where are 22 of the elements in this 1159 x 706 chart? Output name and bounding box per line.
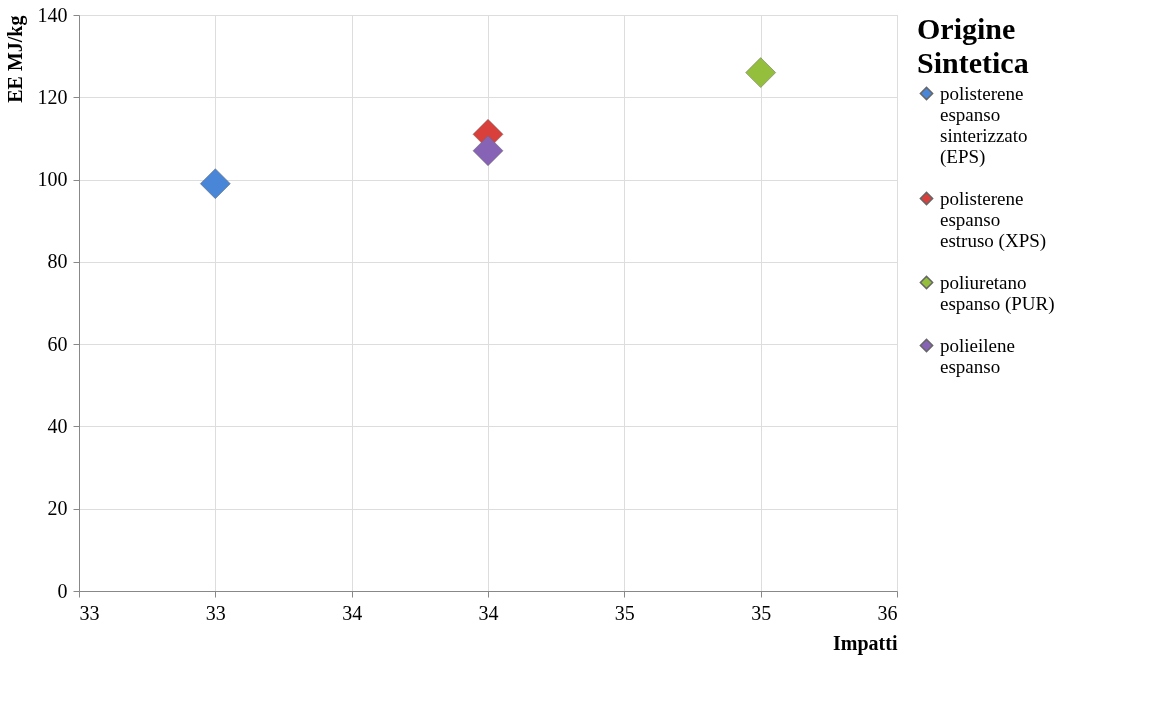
- x-tick-label: 35: [751, 601, 772, 624]
- y-tick-label: 0: [57, 579, 68, 602]
- y-tick-label: 80: [47, 250, 68, 273]
- legend-label: polisterene espanso estruso (XPS): [940, 187, 1047, 252]
- y-axis-title: EE MJ/kg: [3, 15, 27, 103]
- legend-label: poliuretano espanso (PUR): [940, 271, 1055, 315]
- legend-label: polisterene espanso sinterizzato (EPS): [940, 82, 1028, 168]
- y-tick-label: 140: [37, 3, 68, 26]
- x-tick-label: 34: [342, 601, 363, 624]
- y-tick-label: 40: [47, 414, 68, 437]
- x-tick-label: 35: [614, 601, 635, 624]
- y-tick-label: 20: [47, 497, 68, 520]
- legend-title: Origine Sintetica: [917, 12, 1029, 79]
- y-tick-label: 120: [37, 85, 68, 108]
- legend-label: polieilene espanso: [940, 334, 1015, 377]
- x-tick-label: 36: [877, 601, 898, 624]
- x-tick-label: 33: [79, 601, 100, 624]
- y-tick-label: 60: [47, 332, 68, 355]
- x-tick-label: 34: [478, 601, 499, 624]
- y-tick-label: 100: [37, 168, 68, 191]
- x-axis-title: Impatti: [833, 631, 898, 655]
- x-tick-label: 33: [205, 601, 226, 624]
